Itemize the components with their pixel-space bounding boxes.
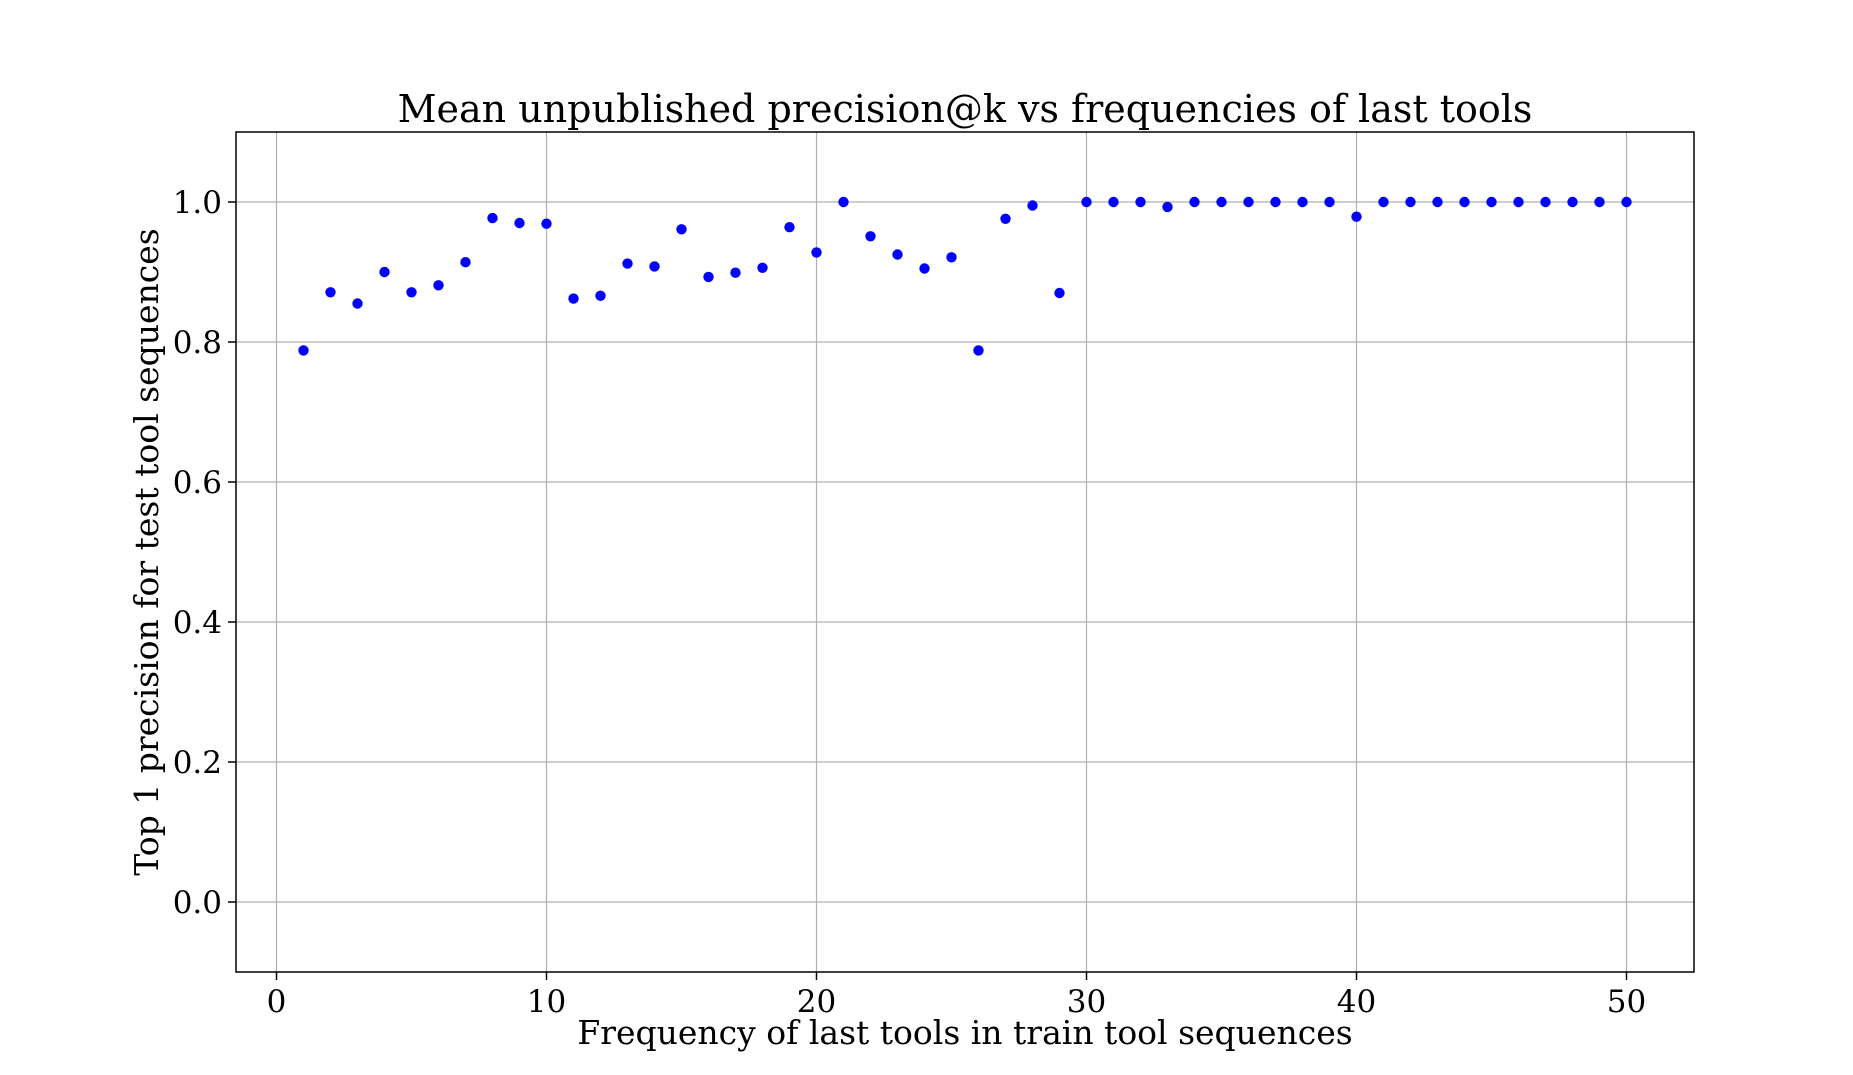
data-point <box>973 345 984 356</box>
data-point <box>1270 196 1281 208</box>
data-point <box>568 293 579 304</box>
data-point <box>838 196 849 208</box>
x-tick-label: 30 <box>1067 984 1106 1020</box>
y-tick-label: 0.6 <box>173 465 222 501</box>
data-point <box>1243 196 1254 208</box>
data-point <box>541 218 552 229</box>
axis-ticks: 0 10 20 30 40 50 0.0 0.2 0.4 0.6 0.8 1.0 <box>173 185 1647 1020</box>
data-point <box>352 298 363 309</box>
data-points <box>298 196 1632 356</box>
y-tick-label: 0.0 <box>173 885 222 921</box>
data-point <box>865 231 876 242</box>
x-tick-label: 20 <box>797 984 836 1020</box>
data-point <box>298 345 309 356</box>
y-tick-label: 0.4 <box>173 605 222 641</box>
data-point <box>595 290 606 301</box>
data-point <box>1486 196 1497 208</box>
data-point <box>1405 196 1416 208</box>
x-tick-label: 0 <box>267 984 287 1020</box>
data-point <box>1162 201 1173 213</box>
data-point <box>406 287 417 298</box>
data-point <box>1540 196 1551 208</box>
y-tick-label: 0.8 <box>173 325 222 361</box>
data-point <box>1297 196 1308 208</box>
data-point <box>1351 211 1362 222</box>
data-point <box>1378 196 1389 208</box>
y-tick-label: 0.2 <box>173 745 222 781</box>
data-point <box>379 266 390 278</box>
data-point <box>757 262 768 273</box>
data-point <box>1513 196 1524 208</box>
data-point <box>676 224 687 235</box>
data-point <box>946 252 957 263</box>
data-point <box>1027 200 1038 211</box>
data-point <box>487 212 498 224</box>
data-point <box>703 271 714 283</box>
data-point <box>1081 196 1092 208</box>
data-point <box>892 249 903 260</box>
chart-title: Mean unpublished precision@k vs frequenc… <box>398 87 1533 131</box>
data-point <box>1000 213 1011 224</box>
plot-frame <box>235 131 1695 973</box>
x-tick-label: 50 <box>1607 984 1646 1020</box>
data-point <box>1621 196 1632 208</box>
data-point <box>784 222 795 233</box>
data-point <box>1189 196 1200 208</box>
data-point <box>622 258 633 269</box>
data-point <box>1135 196 1146 208</box>
data-point <box>1594 196 1605 208</box>
data-point <box>1108 196 1119 208</box>
data-point <box>1459 196 1470 208</box>
grid-lines <box>236 132 1694 972</box>
data-point <box>1567 196 1578 208</box>
data-point <box>811 247 822 258</box>
x-axis-label: Frequency of last tools in train tool se… <box>577 1013 1352 1052</box>
data-point <box>1216 196 1227 208</box>
data-point <box>1432 196 1443 208</box>
data-point <box>514 217 525 229</box>
y-tick-label: 1.0 <box>173 185 222 221</box>
data-point <box>919 263 930 274</box>
data-point <box>1054 287 1065 299</box>
y-axis-label: Top 1 precision for test tool sequences <box>127 228 166 875</box>
data-point <box>1324 196 1335 208</box>
data-point <box>433 280 444 291</box>
x-tick-label: 40 <box>1337 984 1376 1020</box>
data-point <box>460 257 471 268</box>
data-point <box>649 261 660 272</box>
x-tick-label: 10 <box>527 984 566 1020</box>
data-point <box>730 267 741 278</box>
data-point <box>325 287 336 298</box>
